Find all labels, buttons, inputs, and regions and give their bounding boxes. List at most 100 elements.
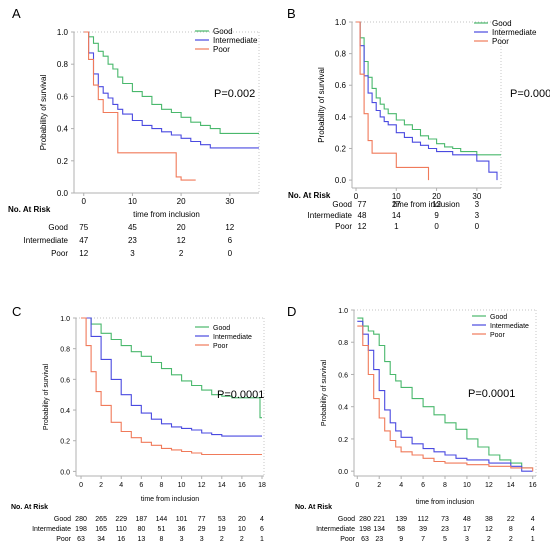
- risk-row-label: Intermediate: [308, 211, 353, 220]
- risk-value: 4: [260, 516, 264, 523]
- legend-label-good: Good: [213, 27, 233, 36]
- risk-value: 3: [465, 536, 469, 543]
- risk-value: 7: [421, 536, 425, 543]
- series-line-intermediate: [357, 320, 533, 472]
- risk-row-label: Intermediate: [32, 526, 71, 533]
- risk-value: 77: [198, 516, 206, 523]
- risk-value: 58: [397, 526, 405, 533]
- y-tick-label: 1.0: [338, 308, 348, 315]
- x-tick-label: 4: [399, 482, 403, 489]
- risk-value: 48: [463, 516, 471, 523]
- risk-value: 4: [531, 516, 535, 523]
- risk-value: 112: [417, 516, 428, 523]
- p-value: P=0.0001: [510, 88, 550, 100]
- risk-value: 2: [509, 536, 513, 543]
- x-axis-label: time from inclusion: [416, 499, 474, 506]
- risk-value: 265: [95, 516, 107, 523]
- legend-label-poor: Poor: [490, 332, 505, 339]
- p-value: P=0.002: [214, 88, 255, 100]
- y-tick-label: 0.0: [335, 176, 347, 185]
- risk-value: 10: [238, 526, 246, 533]
- risk-value: 38: [485, 516, 493, 523]
- x-tick-label: 16: [238, 482, 246, 489]
- risk-row-label: Poor: [335, 222, 352, 231]
- risk-value: 1: [394, 222, 399, 231]
- y-tick-label: 0.4: [60, 408, 70, 415]
- risk-value: 2: [487, 536, 491, 543]
- risk-value: 73: [441, 516, 449, 523]
- x-tick-label: 10: [392, 192, 401, 201]
- risk-value: 9: [434, 211, 439, 220]
- risk-value: 1: [531, 536, 535, 543]
- series-line-poor: [357, 325, 534, 472]
- x-tick-label: 10: [128, 197, 137, 206]
- x-tick-label: 4: [119, 482, 123, 489]
- y-tick-label: 0.4: [57, 125, 69, 134]
- risk-value: 165: [95, 526, 107, 533]
- legend-label-intermediate: Intermediate: [213, 36, 258, 45]
- risk-value: 3: [475, 211, 480, 220]
- panel-letter: A: [12, 6, 21, 21]
- risk-value: 0: [228, 249, 233, 258]
- risk-value: 12: [485, 526, 493, 533]
- risk-value: 48: [358, 211, 367, 220]
- risk-value: 17: [463, 526, 471, 533]
- series-line-poor: [356, 21, 430, 181]
- risk-value: 280: [359, 516, 371, 523]
- x-tick-label: 16: [529, 482, 537, 489]
- risk-value: 134: [373, 526, 385, 533]
- risk-row-label: Good: [332, 200, 352, 209]
- risk-value: 3: [180, 536, 184, 543]
- risk-value: 8: [160, 536, 164, 543]
- risk-value: 23: [375, 536, 383, 543]
- legend-label-good: Good: [492, 19, 512, 28]
- y-tick-label: 0.4: [338, 405, 348, 412]
- y-tick-label: 0.0: [60, 469, 70, 476]
- risk-row-label: Intermediate: [316, 526, 355, 533]
- x-tick-label: 18: [258, 482, 266, 489]
- risk-value: 27: [392, 200, 401, 209]
- y-tick-label: 0.6: [57, 92, 69, 101]
- y-tick-label: 1.0: [57, 28, 69, 37]
- risk-value: 23: [128, 236, 137, 245]
- x-tick-label: 30: [472, 192, 481, 201]
- legend-label-intermediate: Intermediate: [492, 28, 537, 37]
- risk-value: 6: [260, 526, 264, 533]
- risk-row-label: Poor: [340, 536, 355, 543]
- x-tick-label: 2: [377, 482, 381, 489]
- risk-value: 9: [399, 536, 403, 543]
- series-line-good: [81, 317, 262, 419]
- y-tick-label: 0.6: [335, 81, 347, 90]
- risk-row-label: Poor: [51, 249, 68, 258]
- risk-title: No. At Risk: [295, 504, 332, 511]
- risk-value: 5: [443, 536, 447, 543]
- risk-value: 63: [77, 536, 85, 543]
- p-value: P=0.0001: [217, 389, 264, 401]
- x-tick-label: 14: [507, 482, 515, 489]
- risk-value: 6: [228, 236, 233, 245]
- y-tick-label: 0.8: [57, 60, 69, 69]
- x-tick-label: 12: [485, 482, 493, 489]
- risk-value: 22: [507, 516, 515, 523]
- risk-title: No. At Risk: [288, 191, 331, 200]
- x-tick-label: 12: [198, 482, 206, 489]
- risk-value: 12: [177, 236, 186, 245]
- risk-value: 63: [361, 536, 369, 543]
- series-line-good: [356, 21, 501, 156]
- risk-value: 19: [218, 526, 226, 533]
- risk-value: 16: [117, 536, 125, 543]
- risk-value: 1: [260, 536, 264, 543]
- risk-value: 2: [220, 536, 224, 543]
- x-tick-label: 30: [225, 197, 234, 206]
- x-tick-label: 10: [178, 482, 186, 489]
- risk-value: 13: [137, 536, 145, 543]
- risk-title: No. At Risk: [11, 504, 48, 511]
- y-tick-label: 0.2: [335, 144, 347, 153]
- x-axis-label: time from inclusion: [141, 496, 199, 503]
- risk-value: 2: [240, 536, 244, 543]
- risk-value: 139: [395, 516, 407, 523]
- risk-value: 2: [179, 249, 184, 258]
